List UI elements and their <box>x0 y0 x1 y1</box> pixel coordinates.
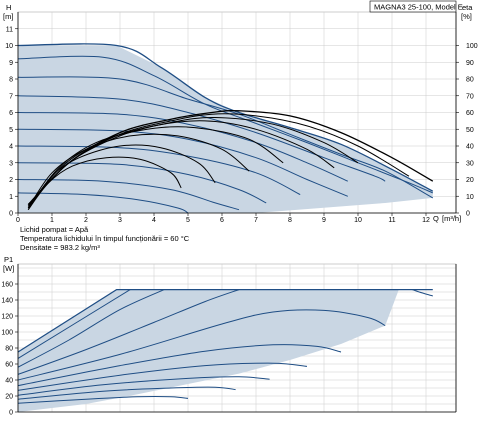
eta-axis-unit: [%] <box>461 12 472 21</box>
power-tick-labels: 0 20 40 60 80 100 120 140 160 <box>1 282 18 417</box>
head-curve <box>17 43 434 192</box>
flow-tick-label: 6 <box>220 217 224 224</box>
efficiency-curve <box>27 133 250 209</box>
flow-tick-labels: 0 1 2 3 4 5 6 7 8 9 10 11 12 <box>16 213 430 224</box>
flow-axis-unit: [m³/h] <box>442 214 461 223</box>
power-curve <box>17 362 308 391</box>
power-curve <box>17 309 386 381</box>
eta-tick-label: 90 <box>466 60 474 67</box>
flow-tick-label: 1 <box>50 217 54 224</box>
efficiency-curve <box>27 156 182 211</box>
power-tick-label: 20 <box>5 394 13 401</box>
eta-axis-label: eta <box>462 3 473 12</box>
power-curves <box>17 288 433 404</box>
power-curve <box>17 289 165 368</box>
power-curve <box>412 289 433 297</box>
power-curve <box>17 386 236 400</box>
flow-tick-label: 9 <box>322 217 326 224</box>
flow-axis-label: Q <box>433 214 439 223</box>
eta-tick-labels: 0 10 20 30 40 50 60 70 80 90 100 <box>456 43 478 218</box>
flow-tick-label: 3 <box>118 217 122 224</box>
head-tick-label: 1 <box>9 194 13 201</box>
note-liquid-temperature: Temperatura lichidului în timpul funcțio… <box>20 234 190 243</box>
head-curve <box>17 76 434 199</box>
head-tick-label: 8 <box>9 77 13 84</box>
model-label-box: MAGNA3 25-100, Model E <box>369 0 463 13</box>
eta-tick-label: 80 <box>466 77 474 84</box>
eta-tick-label: 100 <box>466 43 478 50</box>
power-flow-chart: 0 20 40 60 80 100 120 140 160 P1 [W] <box>1 255 457 417</box>
eta-tick-label: 10 <box>466 194 474 201</box>
power-axis-label: P1 <box>4 255 13 264</box>
power-tick-label: 120 <box>1 314 13 321</box>
power-curve <box>17 396 189 404</box>
flow-tick-label: 4 <box>152 217 156 224</box>
flow-tick-label: 2 <box>84 217 88 224</box>
note-density: Densitate = 983.2 kg/m³ <box>20 243 100 252</box>
power-axis-unit: [W] <box>3 264 14 273</box>
efficiency-curve <box>27 116 359 207</box>
power-tick-label: 0 <box>9 410 13 417</box>
efficiency-curve <box>27 144 216 210</box>
power-curve <box>17 289 131 359</box>
head-tick-label: 10 <box>5 43 13 50</box>
flow-tick-label: 12 <box>422 217 430 224</box>
eta-tick-label: 70 <box>466 93 474 100</box>
power-curve <box>17 376 270 396</box>
power-curve <box>17 344 342 387</box>
head-tick-label: 7 <box>9 93 13 100</box>
note-pumped-liquid: Lichid pompat = Apă <box>20 225 89 234</box>
head-tick-label: 3 <box>9 160 13 167</box>
efficiency-curve <box>27 120 335 207</box>
head-operating-area <box>18 45 433 213</box>
flow-tick-label: 5 <box>186 217 190 224</box>
efficiency-curve <box>27 126 284 209</box>
power-tick-label: 80 <box>5 346 13 353</box>
head-tick-label: 0 <box>9 211 13 218</box>
eta-tick-label: 40 <box>466 144 474 151</box>
head-curve <box>17 192 189 214</box>
power-curve <box>17 288 433 353</box>
power-tick-label: 160 <box>1 282 13 289</box>
head-curve <box>17 179 240 211</box>
head-curve <box>17 95 386 182</box>
head-tick-label: 9 <box>9 60 13 67</box>
power-tick-label: 40 <box>5 378 13 385</box>
head-tick-labels: 0 1 2 3 4 5 6 7 8 9 10 11 <box>5 26 18 218</box>
flow-tick-label: 11 <box>388 217 395 224</box>
head-tick-label: 11 <box>6 26 13 33</box>
flow-tick-label: 7 <box>254 217 258 224</box>
eta-tick-label: 60 <box>466 110 474 117</box>
efficiency-curves <box>27 110 434 211</box>
eta-tick-label: 20 <box>466 177 474 184</box>
flow-tick-label: 8 <box>288 217 292 224</box>
eta-tick-label: 30 <box>466 160 474 167</box>
model-label: MAGNA3 25-100, Model E <box>374 3 463 12</box>
head-tick-label: 4 <box>9 144 13 151</box>
head-curves <box>17 43 434 214</box>
head-tick-label: 6 <box>9 110 13 117</box>
power-curve <box>17 289 240 375</box>
power-tick-label: 100 <box>1 330 13 337</box>
power-tick-label: 60 <box>5 362 13 369</box>
head-axis-unit: [m] <box>3 12 13 21</box>
head-curve <box>17 55 433 194</box>
head-tick-label: 5 <box>9 127 13 134</box>
flow-tick-label: 10 <box>354 217 362 224</box>
head-axis-label: H <box>6 3 11 12</box>
eta-tick-label: 0 <box>466 211 470 218</box>
flow-tick-label: 0 <box>16 217 20 224</box>
eta-tick-label: 50 <box>466 127 474 134</box>
power-tick-label: 140 <box>1 298 13 305</box>
head-curve <box>17 162 267 204</box>
head-tick-label: 2 <box>9 177 13 184</box>
